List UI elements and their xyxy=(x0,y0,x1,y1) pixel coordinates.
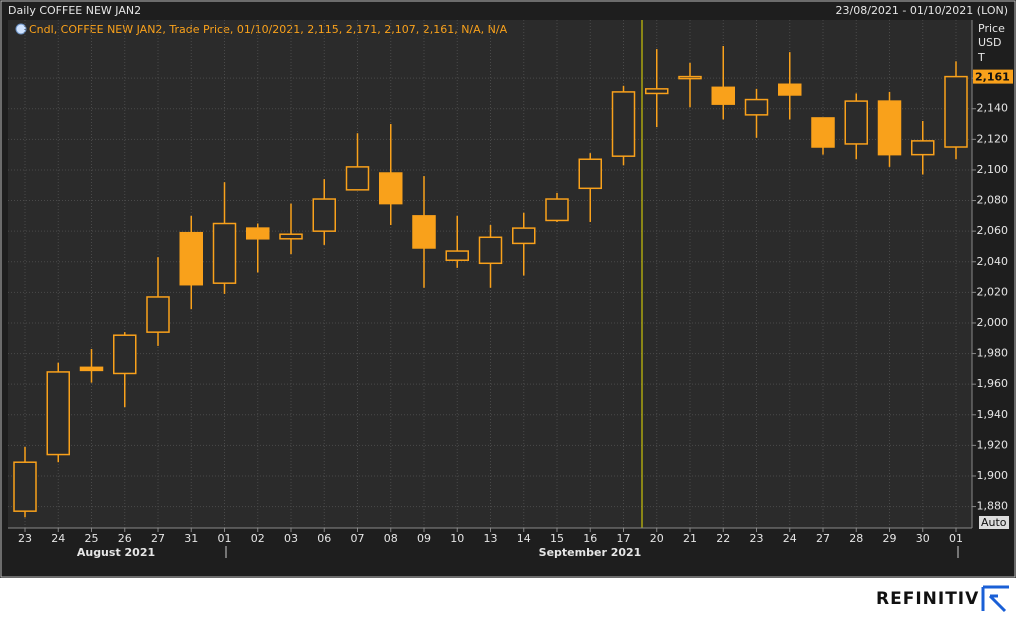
y-tick-label: 1,940 xyxy=(977,408,1009,421)
y-tick-label: 1,960 xyxy=(977,377,1009,390)
x-tick-label: 16 xyxy=(583,532,597,545)
logo-mark xyxy=(981,585,1009,613)
candle-body xyxy=(312,198,336,232)
candle-body xyxy=(877,100,902,156)
x-tick-label: 13 xyxy=(484,532,498,545)
x-tick-label: 31 xyxy=(184,532,198,545)
x-tick-label: 23 xyxy=(18,532,32,545)
y-tick-label: 2,000 xyxy=(977,316,1009,329)
y-tick-label: 2,080 xyxy=(977,194,1009,207)
candle-body xyxy=(911,140,935,156)
candle-body xyxy=(279,233,303,240)
x-tick-label: 29 xyxy=(883,532,897,545)
last-price-box xyxy=(973,69,1013,84)
x-tick-label: 26 xyxy=(118,532,132,545)
legend-text: Cndl, COFFEE NEW JAN2, Trade Price, 01/1… xyxy=(29,23,508,36)
x-tick-label: 24 xyxy=(51,532,65,545)
x-tick-label: 07 xyxy=(351,532,365,545)
x-tick-label: 09 xyxy=(417,532,431,545)
candle-body xyxy=(611,91,636,157)
y-tick-label: 2,120 xyxy=(977,132,1009,145)
candle-body xyxy=(512,227,536,245)
candle-body xyxy=(445,250,469,261)
x-tick-label: 22 xyxy=(716,532,730,545)
window-border xyxy=(0,0,1016,578)
candle-body xyxy=(811,117,835,148)
last-price-label: 2,161 xyxy=(975,71,1010,84)
candle-body xyxy=(113,334,137,375)
x-tick-label: 21 xyxy=(683,532,697,545)
axis-title: T xyxy=(977,51,985,64)
x-tick-label: 28 xyxy=(849,532,863,545)
x-tick-label: 23 xyxy=(750,532,764,545)
x-tick-label: 24 xyxy=(783,532,797,545)
candle-body xyxy=(645,88,669,95)
candle-body xyxy=(179,231,203,286)
candle-body xyxy=(13,461,37,512)
x-tick-label: 15 xyxy=(550,532,564,545)
brand: REFINITIV xyxy=(876,589,979,609)
y-tick-label: 2,100 xyxy=(977,163,1009,176)
candle-body xyxy=(844,100,868,145)
candle-body xyxy=(46,371,70,456)
candle-body xyxy=(246,227,270,240)
candle-body xyxy=(478,236,503,265)
candle-body xyxy=(545,198,569,222)
candle-body xyxy=(146,296,170,333)
x-tick-label: 02 xyxy=(251,532,265,545)
candle-body xyxy=(212,222,237,284)
x-tick-label: 30 xyxy=(916,532,930,545)
legend-icon[interactable] xyxy=(15,23,27,35)
x-tick-label: 01 xyxy=(949,532,963,545)
y-tick-label: 2,040 xyxy=(977,255,1009,268)
candle-body xyxy=(345,166,370,191)
chart-title: Daily COFFEE NEW JAN2 xyxy=(8,4,141,17)
y-tick-label: 2,020 xyxy=(977,285,1009,298)
month-label: September 2021 xyxy=(539,546,642,559)
candle-body xyxy=(711,86,735,105)
auto-button[interactable] xyxy=(979,516,1009,529)
y-tick-label: 1,880 xyxy=(977,500,1009,513)
candle-body xyxy=(744,98,769,116)
x-tick-label: 06 xyxy=(317,532,331,545)
y-tick-label: 1,980 xyxy=(977,347,1009,360)
candle-body xyxy=(778,83,802,96)
y-tick-label: 1,920 xyxy=(977,438,1009,451)
x-tick-label: 27 xyxy=(816,532,830,545)
date-range: 23/08/2021 - 01/10/2021 (LON) xyxy=(836,4,1008,17)
axis-title: Price xyxy=(978,22,1005,35)
candle-body xyxy=(379,172,403,205)
auto-label[interactable]: Auto xyxy=(981,516,1007,529)
candle-body xyxy=(412,215,436,249)
x-tick-label: 17 xyxy=(617,532,631,545)
x-tick-label: 10 xyxy=(450,532,464,545)
x-tick-label: 20 xyxy=(650,532,664,545)
candle-body xyxy=(79,366,104,372)
x-tick-label: 27 xyxy=(151,532,165,545)
candle-body xyxy=(944,75,968,148)
x-tick-label: 03 xyxy=(284,532,298,545)
x-tick-label: 14 xyxy=(517,532,531,545)
candle-body xyxy=(678,75,702,80)
x-tick-label: 25 xyxy=(85,532,99,545)
y-tick-label: 2,140 xyxy=(977,102,1009,115)
x-tick-label: 01 xyxy=(218,532,232,545)
x-tick-label: 08 xyxy=(384,532,398,545)
candle-body xyxy=(578,158,602,190)
month-label: August 2021 xyxy=(77,546,155,559)
axis-title: USD xyxy=(978,36,1002,49)
y-tick-label: 2,060 xyxy=(977,224,1009,237)
y-tick-label: 1,900 xyxy=(977,469,1009,482)
